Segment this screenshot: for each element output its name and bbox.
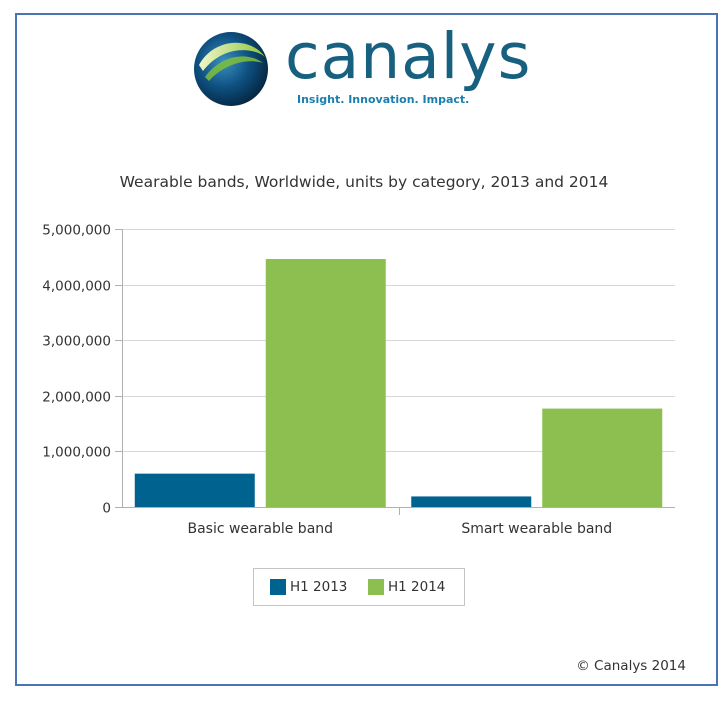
y-tick-label: 4,000,000 (42, 279, 111, 295)
y-tick-label: 2,000,000 (42, 390, 111, 406)
copyright-notice: © Canalys 2014 (576, 658, 686, 674)
y-tick-label: 5,000,000 (42, 223, 111, 239)
x-category-label: Smart wearable band (461, 521, 612, 537)
legend-swatch-h1-2013 (270, 579, 286, 595)
bar-h1-2014-1 (542, 408, 663, 507)
bar-h1-2013-1 (411, 496, 532, 507)
chart-title: Wearable bands, Worldwide, units by cate… (119, 173, 609, 191)
legend-item-h1-2013[interactable]: H1 2013 (270, 579, 347, 595)
y-tick-label: 1,000,000 (42, 445, 111, 461)
y-tick-label: 0 (102, 501, 111, 517)
legend-item-h1-2014[interactable]: H1 2014 (368, 579, 445, 595)
legend-label-h1-2014: H1 2014 (388, 579, 446, 595)
y-tick-label: 3,000,000 (42, 334, 111, 350)
chart-legend: H1 2013 H1 2014 (253, 568, 465, 606)
legend-swatch-h1-2014 (368, 579, 384, 595)
bar-h1-2013-0 (134, 473, 255, 507)
x-category-label: Basic wearable band (187, 521, 333, 537)
logo-wordmark: canalys (285, 20, 532, 93)
logo-tagline: Insight. Innovation. Impact. (297, 93, 470, 106)
globe-icon (194, 32, 268, 106)
bar-h1-2014-0 (265, 259, 386, 507)
canalys-logo: canalys Insight. Innovation. Impact. (193, 20, 543, 112)
legend-label-h1-2013: H1 2013 (290, 579, 348, 595)
